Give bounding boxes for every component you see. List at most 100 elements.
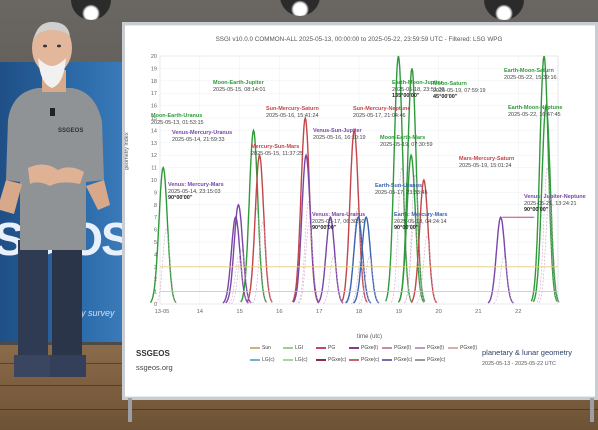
annotation-time: 2025-05-19, 15:01:24 — [459, 162, 512, 169]
x-tick-label: 21 — [475, 309, 481, 315]
ceiling-lamp-icon — [484, 0, 524, 20]
y-tick-label: 9 — [154, 190, 157, 196]
legend-swatch — [316, 358, 326, 361]
annotation-angle: 135°00'00" — [392, 93, 420, 100]
event-annotation: Earth: Mercury-Mars 2025-05-18, 04:24:14 9… — [394, 212, 448, 232]
y-tick-label: 8 — [154, 203, 157, 209]
legend-label: PGxe(I) — [361, 345, 379, 351]
event-annotation: Venus-Sun-Jupiter 2025-05-16, 16:10:19 — [313, 128, 366, 141]
legend-item: LG(c) — [283, 357, 308, 363]
event-echo-line — [231, 248, 253, 304]
y-tick-label: 16 — [151, 104, 157, 110]
event-annotation: Earth-Moon-Jupiter 2025-05-18, 23:51:33 13… — [392, 80, 445, 100]
annotation-time: 2025-05-19, 07:30:59 — [380, 141, 433, 148]
y-tick-label: 10 — [151, 178, 157, 184]
annotation-time: 2025-05-22, 15:39:16 — [504, 74, 557, 81]
annotation-title: Venus: Mars-Uranus — [312, 212, 366, 218]
annotation-title: Earth-Sun-Uranus — [375, 183, 423, 189]
ceiling-lamp-icon — [280, 0, 320, 16]
legend-item: Sun — [250, 345, 271, 351]
annotation-time: 2025-05-17, 21:04:46 — [353, 112, 406, 119]
event-peak-line — [352, 215, 380, 304]
annotation-time: 2025-05-17, 23:33:45 — [375, 189, 428, 196]
legend-item: PGxe(I) — [448, 345, 477, 351]
shirt-logo: SSGEOS — [58, 128, 84, 134]
event-annotation: Mercury-Sun-Mars 2025-05-15, 11:37:25 — [251, 144, 303, 157]
y-tick-label: 19 — [151, 66, 157, 72]
legend-item: PGxe(c) — [349, 357, 379, 363]
annotation-time: 2025-05-22, 16:47:45 — [508, 111, 561, 118]
legend-label: PGxe(c) — [394, 357, 413, 363]
event-echo-line — [298, 221, 320, 304]
x-tick-label: 18 — [356, 309, 362, 315]
legend-swatch — [349, 358, 359, 361]
presenter — [0, 22, 110, 377]
annotation-time: 2025-05-21, 13:24:21 — [524, 200, 577, 207]
annotation-title: Moon-Earth-Mars — [380, 135, 426, 141]
x-tick-label: 20 — [435, 309, 441, 315]
annotation-time: 2025-05-14, 21:59:33 — [172, 136, 225, 143]
legend-label: PGxe(I) — [394, 345, 412, 351]
event-peak-line — [397, 153, 425, 303]
annotation-title: Moon-Earth-Jupiter — [213, 80, 264, 86]
x-axis-label: time (utc) — [357, 334, 383, 340]
annotation-title: Earth-Moon-Neptune — [508, 105, 563, 111]
legend-swatch — [283, 358, 293, 361]
event-peak-line — [487, 215, 514, 304]
event-annotation: Moon-Earth-Mars 2025-05-19, 07:30:59 — [380, 135, 433, 148]
y-tick-label: 14 — [151, 128, 157, 134]
x-tick-label: 13-05 — [155, 309, 170, 315]
annotation-time: 2025-05-16, 16:10:19 — [313, 134, 366, 141]
annotation-angle: 90°00'00" — [312, 225, 337, 232]
event-annotation: Earth-Moon-Neptune 2025-05-22, 16:47:45 — [508, 105, 562, 118]
event-annotation: Sun-Mercury-Saturn 2025-05-16, 15:41:24 — [266, 106, 319, 119]
x-tick-label: 15 — [236, 309, 242, 315]
annotation-title: Mercury-Sun-Mars — [251, 144, 300, 150]
annotation-title: Earth-Moon-Saturn — [504, 68, 554, 74]
x-tick-label: 14 — [197, 309, 204, 315]
legend-item: PGxe(I) — [349, 345, 378, 351]
y-tick-label: 20 — [151, 54, 157, 60]
legend-label: PGxe(I) — [427, 345, 445, 351]
annotation-title: Venus-Sun-Jupiter — [313, 128, 362, 134]
annotation-time: 2025-05-16, 15:41:24 — [266, 112, 319, 119]
event-annotation: Earth-Moon-Saturn 2025-05-22, 15:39:16 — [504, 68, 557, 81]
annotation-title: Moon-Saturn — [433, 81, 467, 87]
legend-swatch — [382, 358, 392, 361]
annotation-angle: 90°00'00" — [168, 195, 193, 202]
annotation-title: Sun-Mercury-Neptune — [353, 106, 411, 112]
legend-item: PG — [316, 345, 335, 351]
legend-swatch — [382, 346, 392, 349]
annotation-time: 2025-05-14, 23:15:03 — [168, 188, 221, 195]
annotation-time: 2025-05-18, 23:51:33 — [392, 86, 445, 93]
legend-label: PGxe(c) — [328, 357, 347, 363]
x-tick-label: 19 — [396, 309, 402, 315]
legend-label: PGxe(c) — [361, 357, 380, 363]
chart-title: SSGI v10.0.0 COMMON-ALL 2025-05-13, 00:0… — [215, 36, 503, 43]
y-tick-label: 18 — [151, 79, 157, 85]
y-tick-label: 1 — [154, 290, 157, 296]
footer-site: ssgeos.org — [136, 363, 173, 372]
event-echo-line — [403, 221, 425, 304]
annotation-time: 2025-05-15, 11:37:25 — [251, 150, 304, 157]
legend-item: PGxe(c) — [382, 357, 412, 363]
event-annotation: Moon-Saturn 2025-05-19, 07:59:19 45°00'00" — [433, 81, 486, 101]
footer-date-range: 2025-05-13 - 2025-05-22 UTC — [482, 361, 556, 367]
legend-item: LG(c) — [250, 357, 275, 363]
banner-subtext: ry survey — [78, 308, 115, 318]
annotation-title: Mars-Mercury-Saturn — [459, 156, 515, 162]
legend-swatch — [316, 346, 326, 349]
event-annotation: Earth-Sun-Uranus 2025-05-17, 23:33:45 — [375, 183, 428, 196]
event-peak-line — [150, 165, 177, 303]
event-echo-line — [323, 255, 345, 304]
event-peak-line — [385, 55, 412, 302]
event-annotation: Venus-Mercury-Uranus 2025-05-14, 21:59:33 — [172, 130, 232, 143]
event-annotation: Venus: Jupiter-Neptune 2025-05-21, 13:24:… — [524, 194, 586, 214]
event-echo-line — [358, 255, 380, 304]
event-peak-line — [410, 178, 438, 304]
annotation-title: Venus: Mercury-Mars — [168, 182, 224, 188]
event-echo-line — [346, 207, 368, 304]
annotation-time: 2025-05-18, 04:24:14 — [394, 218, 447, 225]
event-annotation: Moon-Earth-Jupiter 2025-05-15, 08:14:01 — [213, 80, 266, 93]
annotation-time: 2025-05-19, 07:59:19 — [433, 87, 486, 94]
